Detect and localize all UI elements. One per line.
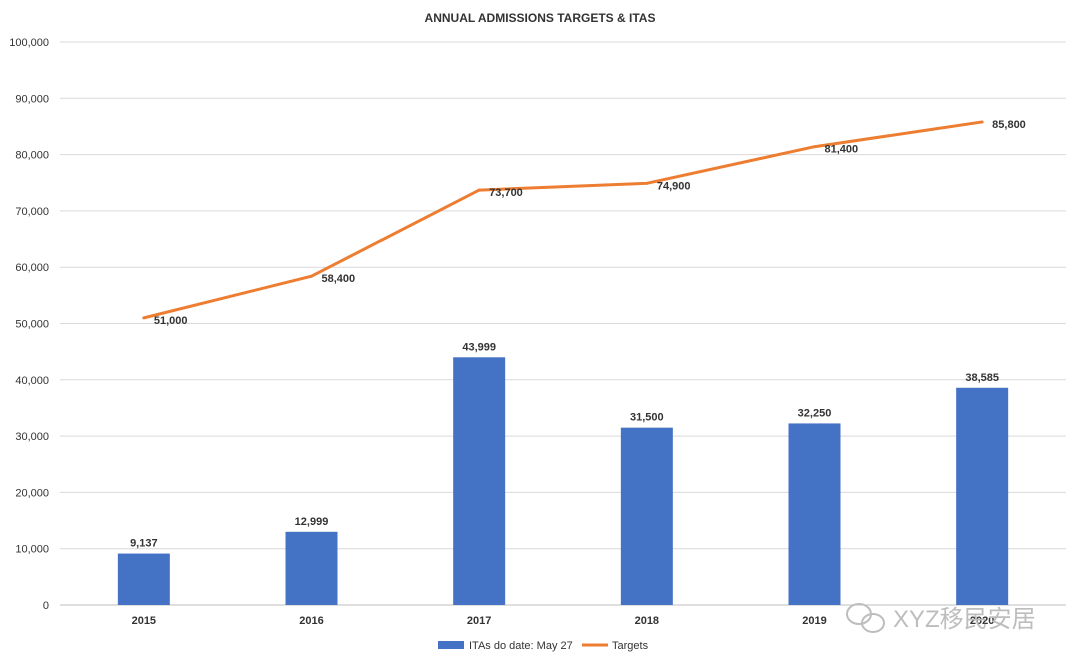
bar-data-label: 38,585 [965, 372, 999, 384]
x-tick-label: 2020 [970, 615, 994, 627]
bar-series: 9,137 12,999 43,999 31,500 32,250 38,585 [117, 341, 1009, 605]
line-series: 51,000 58,400 73,700 74,900 81,400 85,800 [142, 119, 1026, 327]
legend-label-bar: ITAs do date: May 27 [469, 640, 573, 652]
y-tick-label: 20,000 [15, 487, 49, 499]
series-line [143, 120, 983, 320]
bar [788, 423, 841, 605]
bar-data-label: 12,999 [295, 516, 329, 528]
bar [453, 357, 506, 605]
grid-lines [60, 41, 1066, 606]
bar-data-label: 43,999 [462, 341, 496, 353]
y-tick-label: 80,000 [15, 150, 49, 162]
bar-data-label: 9,137 [130, 538, 158, 550]
y-tick-label: 70,000 [15, 206, 49, 218]
bar [620, 427, 673, 605]
watermark-text: XYZ移民安居 [893, 606, 1036, 633]
line-point [142, 316, 146, 320]
y-tick-label: 40,000 [15, 375, 49, 387]
x-tick-label: 2015 [132, 615, 156, 627]
x-tick-label: 2016 [299, 615, 323, 627]
bar [285, 531, 338, 605]
x-tick-label: 2019 [802, 615, 826, 627]
line-data-label: 74,900 [657, 180, 691, 192]
line-point [813, 145, 816, 149]
x-tick-label: 2017 [467, 615, 491, 627]
y-tick-label: 60,000 [15, 262, 49, 274]
line-data-label: 81,400 [825, 144, 859, 156]
bar-data-label: 32,250 [798, 407, 832, 419]
y-tick-label: 10,000 [15, 544, 49, 556]
bar-data-label: 31,500 [630, 412, 664, 424]
bar [956, 387, 1009, 605]
y-tick-label: 0 [43, 600, 49, 612]
line-point [477, 188, 481, 192]
line-point [645, 181, 649, 185]
legend: ITAs do date: May 27 Targets [438, 640, 649, 652]
line-data-label: 73,700 [489, 187, 523, 199]
legend-swatch-bar [438, 641, 464, 649]
line-data-label: 85,800 [992, 119, 1026, 131]
wechat-icon [846, 603, 885, 633]
y-tick-label: 100,000 [9, 37, 49, 49]
y-axis: 0 10,000 20,000 30,000 40,000 50,000 60,000 70,… [9, 37, 49, 612]
chart-title: ANNUAL ADMISSIONS TARGETS & ITAS [425, 11, 656, 25]
legend-label-line: Targets [612, 640, 649, 652]
line-data-label: 58,400 [322, 273, 356, 285]
watermark: XYZ移民安居 [846, 603, 1036, 633]
y-tick-label: 50,000 [15, 319, 49, 331]
bar [117, 553, 170, 605]
line-point [310, 274, 313, 278]
y-tick-label: 30,000 [15, 431, 49, 443]
y-tick-label: 90,000 [15, 93, 49, 105]
line-point [980, 120, 984, 124]
x-tick-label: 2018 [635, 615, 659, 627]
line-data-label: 51,000 [154, 315, 188, 327]
x-axis: 2015 2016 2017 2018 2019 2020 [132, 615, 995, 627]
